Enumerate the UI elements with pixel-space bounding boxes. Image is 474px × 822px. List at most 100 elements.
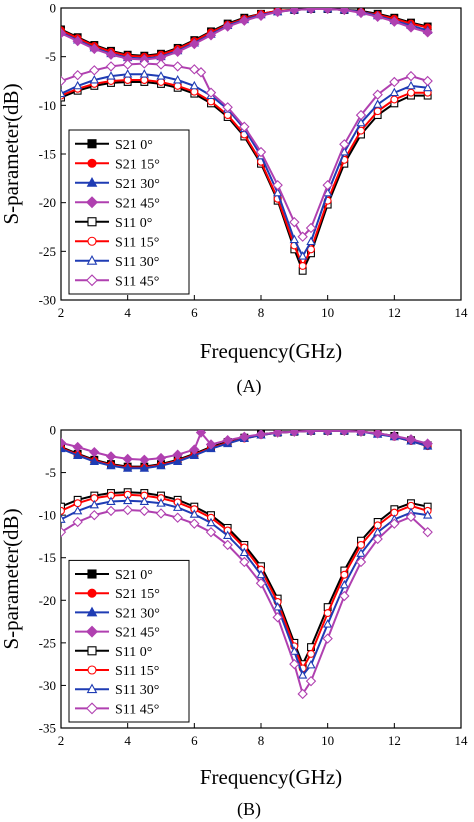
data-point: [255, 10, 267, 21]
data-point: [173, 81, 182, 90]
data-point: [239, 121, 250, 132]
y-tick-label: -20: [39, 195, 56, 210]
legend-label: S11 0°: [115, 216, 152, 231]
data-point: [89, 74, 100, 84]
legend-label: S21 30°: [115, 177, 160, 192]
legend-item-8: S11 45°: [75, 274, 159, 289]
data-point: [172, 502, 183, 511]
legend-item-1: S21 0°: [75, 568, 153, 583]
y-tick-label: 0: [50, 423, 57, 438]
data-point: [422, 526, 433, 538]
data-point: [355, 109, 367, 121]
data-point: [405, 22, 417, 33]
data-point: [157, 78, 165, 86]
legend-marker: [86, 177, 98, 187]
legend-label: S11 0°: [115, 645, 152, 660]
data-point: [156, 71, 166, 80]
series-7: [61, 69, 433, 260]
x-tick-label: 2: [58, 733, 65, 748]
data-point: [239, 15, 250, 26]
data-point: [307, 649, 315, 658]
x-tick-label: 14: [455, 305, 469, 320]
data-point: [172, 456, 183, 465]
legend-marker: [86, 274, 98, 287]
x-tick-label: 8: [258, 733, 265, 748]
x-tick-label: 4: [124, 305, 131, 320]
data-point: [406, 80, 416, 90]
data-point: [122, 59, 133, 70]
data-point: [322, 633, 333, 644]
data-point: [272, 602, 283, 611]
data-point: [289, 658, 300, 670]
data-point: [372, 11, 383, 22]
data-point: [89, 446, 100, 458]
data-point: [195, 67, 207, 78]
legend-label: S11 45°: [115, 702, 159, 717]
legend-marker: [87, 588, 97, 598]
data-point: [422, 510, 433, 519]
legend-marker: [87, 217, 97, 227]
data-point: [389, 87, 400, 97]
data-point: [195, 430, 207, 438]
data-point: [61, 437, 67, 448]
legend-label: S21 45°: [115, 626, 160, 641]
data-point: [205, 87, 217, 98]
data-point: [89, 456, 100, 465]
data-point: [422, 27, 433, 38]
y-tick-label: -10: [39, 98, 56, 113]
data-point: [322, 619, 333, 628]
legend-label: S11 30°: [115, 683, 159, 698]
legend-item-7: S11 30°: [75, 255, 159, 270]
data-point: [322, 179, 333, 191]
data-point: [305, 675, 317, 687]
legend-label: S11 15°: [115, 664, 159, 679]
data-point: [405, 434, 417, 445]
data-point: [206, 517, 216, 527]
y-tick-label: -30: [39, 293, 56, 308]
y-tick-label: -15: [39, 550, 56, 565]
data-point: [407, 88, 415, 97]
legend-label: S21 45°: [115, 196, 160, 211]
x-axis-label: Frequency(GHz): [200, 339, 342, 363]
x-tick-label: 6: [191, 305, 198, 320]
data-point: [172, 74, 183, 84]
legend-item-3: S21 30°: [75, 177, 160, 192]
legend-marker: [87, 158, 97, 168]
x-tick-label: 6: [191, 733, 198, 748]
data-point: [255, 146, 267, 158]
data-point: [155, 452, 167, 464]
data-point: [105, 451, 117, 462]
data-point: [222, 21, 233, 32]
chart-panel-1: 2 4 6 8 10 12 14 0 -5 -10 -15 -20 -25 -30 Frequency(GH…: [0, 1, 468, 398]
data-point: [72, 80, 83, 90]
data-point: [140, 76, 149, 84]
data-point: [61, 514, 66, 523]
data-point: [297, 670, 308, 679]
data-point: [106, 460, 116, 470]
data-point: [189, 444, 200, 455]
data-point: [255, 578, 267, 589]
data-point: [61, 506, 65, 515]
data-point: [297, 231, 308, 242]
series-8: [61, 58, 433, 242]
legend-label: S11 45°: [115, 274, 159, 289]
data-point: [89, 499, 100, 509]
legend-item-8: S11 45°: [75, 702, 159, 717]
data-point: [297, 251, 308, 260]
data-point: [222, 530, 233, 540]
data-point: [72, 450, 83, 459]
data-point: [122, 69, 133, 78]
legend-marker: [87, 236, 97, 246]
data-point: [339, 430, 350, 437]
data-point: [422, 82, 433, 92]
data-point: [339, 579, 350, 589]
data-point: [389, 430, 400, 442]
data-point: [323, 609, 332, 618]
y-axis-label: S-parameter(dB): [0, 508, 23, 649]
data-point: [189, 64, 200, 75]
data-point: [106, 496, 116, 505]
legend-marker: [87, 665, 97, 675]
data-point: [89, 509, 100, 521]
y-tick-label: -5: [45, 49, 56, 64]
